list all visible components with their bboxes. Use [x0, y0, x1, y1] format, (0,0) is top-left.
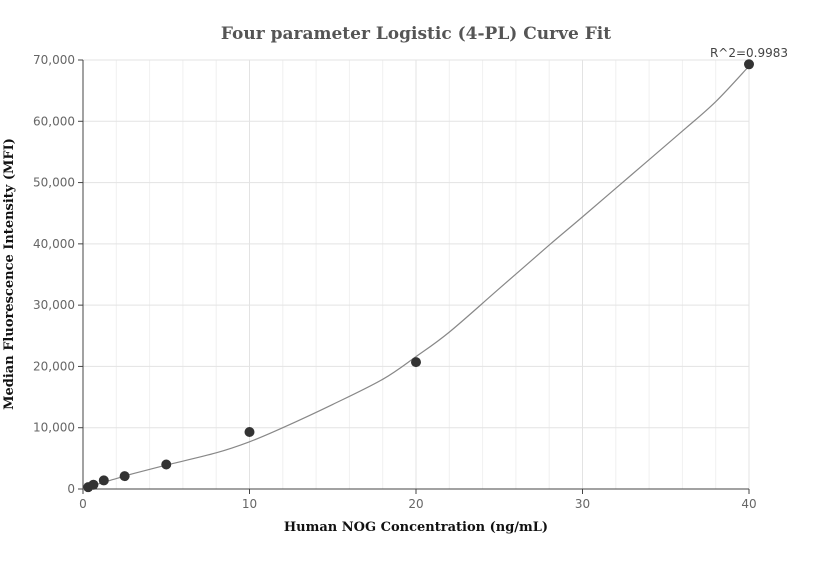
fit-curve-line	[82, 65, 750, 490]
y-tick-label: 20,000	[33, 359, 75, 373]
r-squared-annotation: R^2=0.9983	[710, 46, 788, 60]
x-axis-title: Human NOG Concentration (ng/mL)	[284, 520, 548, 535]
y-tick-label: 60,000	[33, 114, 75, 128]
x-tick-label: 0	[79, 497, 87, 511]
data-point	[98, 475, 109, 486]
x-tick-label: 30	[575, 497, 590, 511]
y-tick-label: 10,000	[33, 421, 75, 435]
y-tick-label: 50,000	[33, 176, 75, 190]
x-tick-label: 20	[408, 497, 423, 511]
x-tick-label: 10	[242, 497, 257, 511]
point-layer	[83, 59, 754, 493]
data-point	[88, 479, 99, 490]
chart-title: Four parameter Logistic (4-PL) Curve Fit	[221, 24, 611, 44]
data-point	[411, 357, 421, 368]
y-tick-label: 70,000	[33, 53, 75, 67]
grid-layer	[82, 59, 750, 489]
y-tick-label: 40,000	[33, 237, 75, 251]
axis-layer: 0 10,000 20,000 30,000 40,000 50,000 60,000 70,…	[33, 53, 757, 511]
y-axis-title: Median Fluorescence Intensity (MFI)	[2, 138, 17, 410]
y-tick-label: 30,000	[33, 298, 75, 312]
data-point	[119, 471, 130, 482]
data-point	[161, 459, 172, 470]
y-tick-label: 0	[67, 482, 75, 496]
x-tick-label: 40	[741, 497, 756, 511]
label-layer: Four parameter Logistic (4-PL) Curve Fit…	[2, 24, 788, 535]
data-point	[744, 59, 754, 70]
data-point	[244, 427, 255, 438]
curve-layer	[82, 65, 750, 490]
